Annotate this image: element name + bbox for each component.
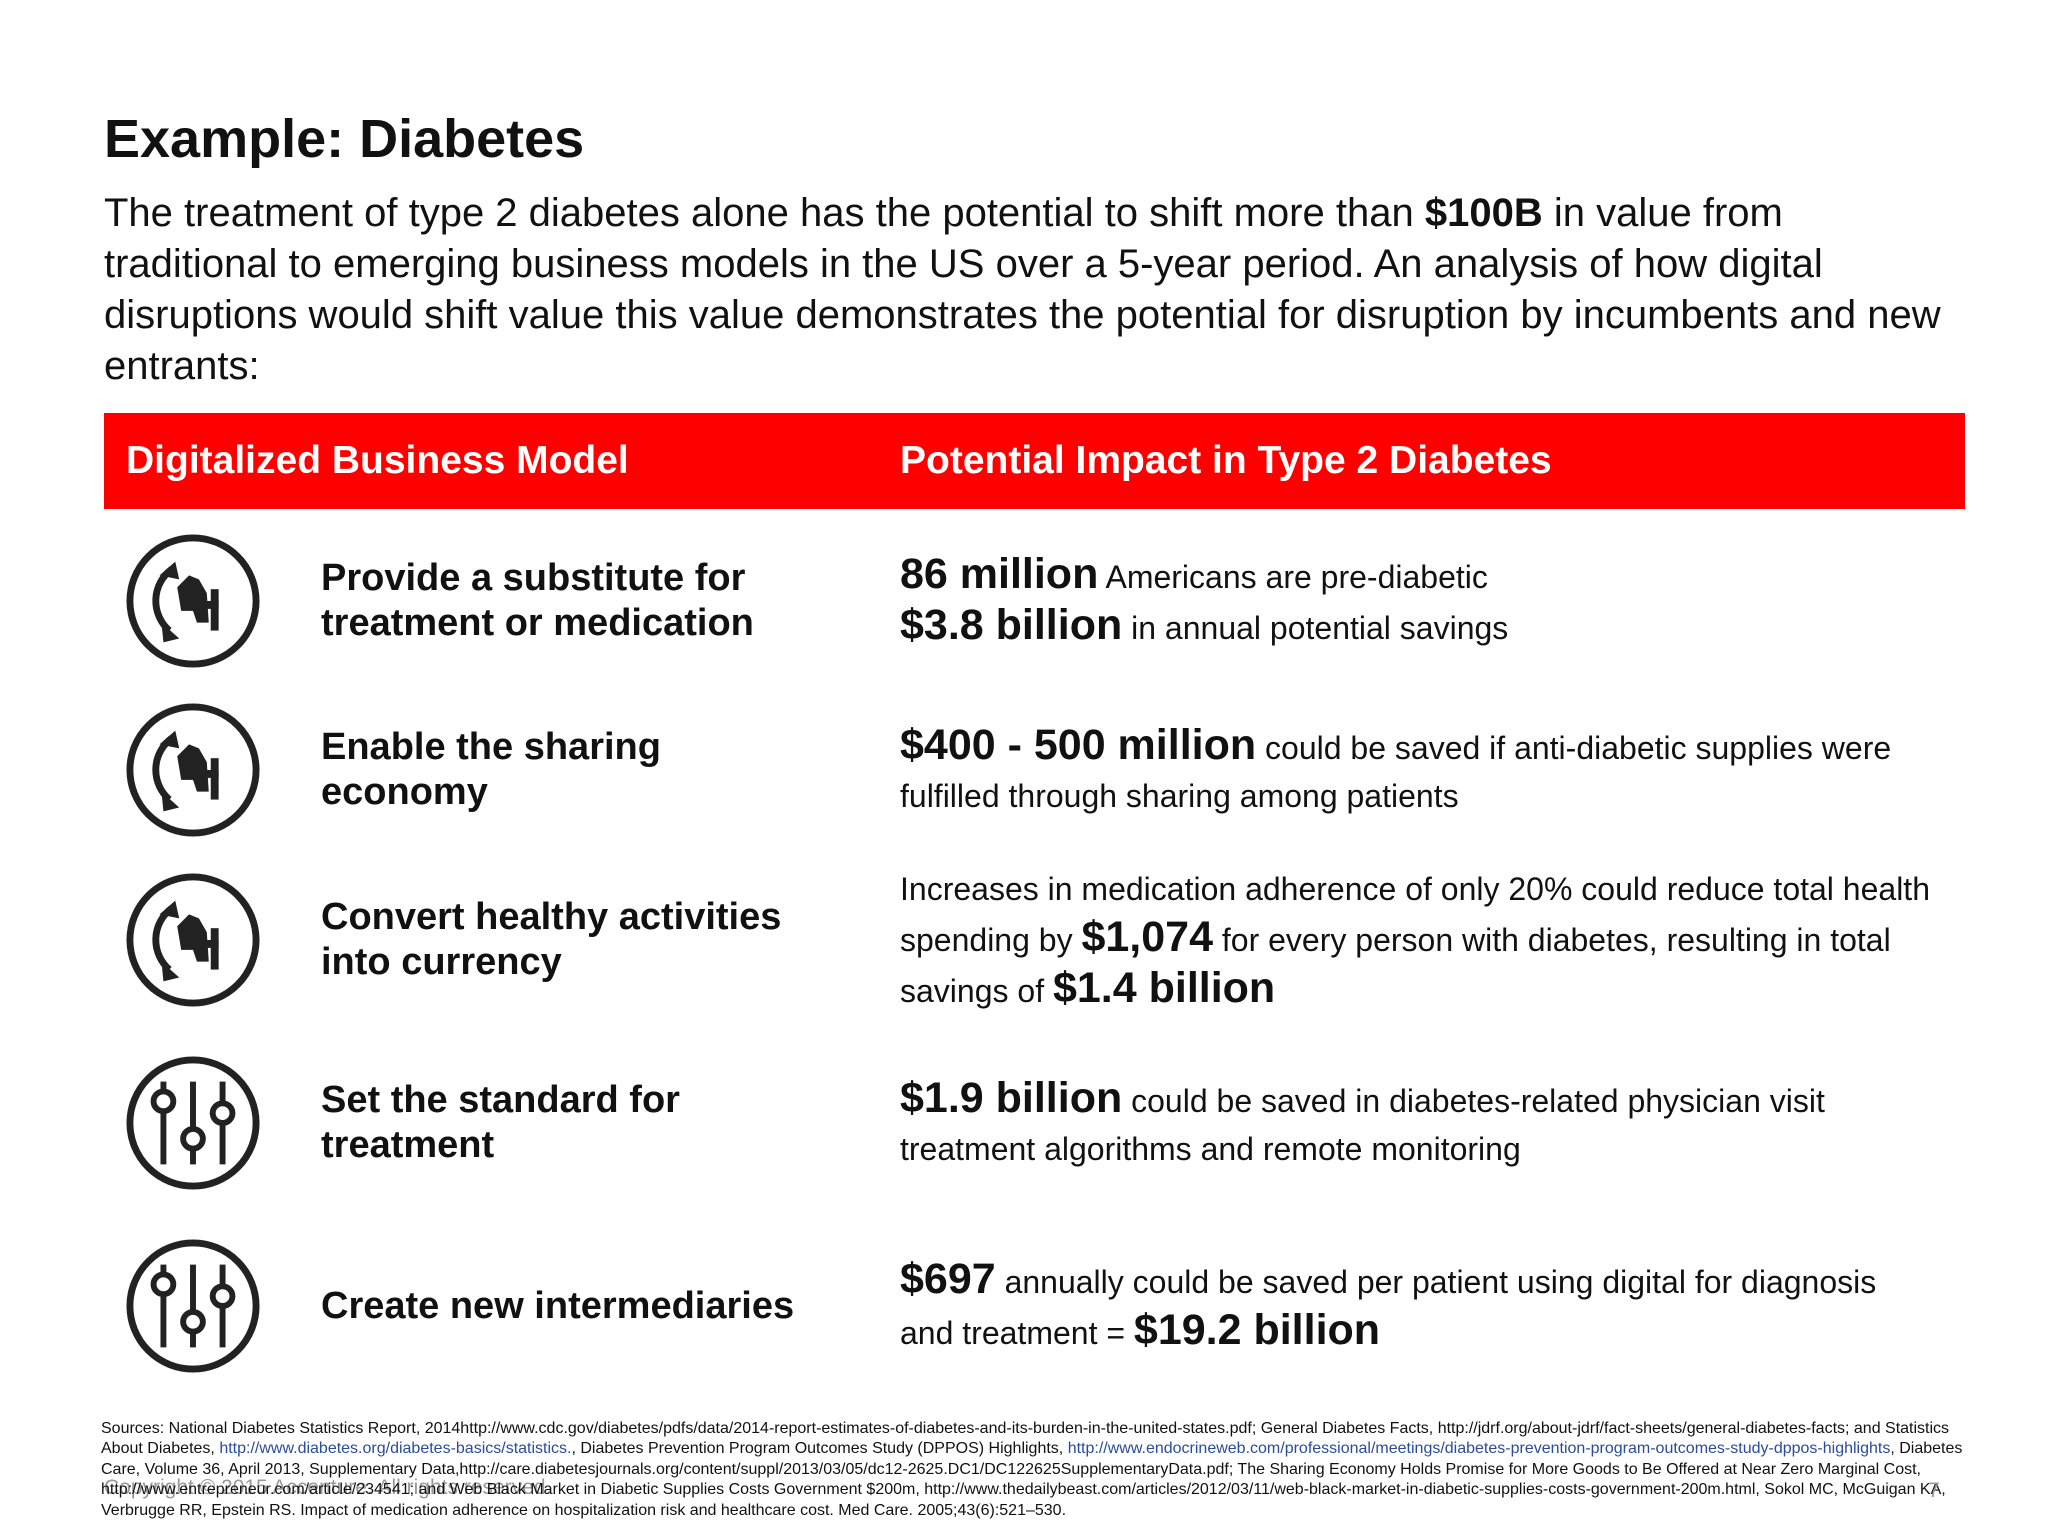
text-segment: $3.8 billion [900,601,1123,649]
model-line: Convert healthy activities [321,896,782,938]
title: Example: Diabetes [104,109,585,169]
model-cell: Enable the sharing economy [321,685,941,855]
source-link[interactable]: http://www.endocrineweb.com/professional… [1067,1440,1891,1458]
table-row: Create new intermediaries $697 annually c… [104,1221,1965,1391]
impact-cell: $697 annually could be saved per patient… [900,1221,1930,1391]
model-line: treatment [321,1124,495,1166]
impact-paragraph: $3.8 billion in annual potential savings [900,601,1930,652]
model-text: Enable the sharing economy [321,725,661,815]
text-segment: could be saved in diabetes-related physi… [900,1082,1825,1167]
source-link[interactable]: http://www.diabetes.org/diabetes-basics/… [219,1440,572,1458]
header-cell: Potential Impact in Type 2 Diabetes [900,439,1552,482]
intro: The treatment of type 2 diabetes alone h… [104,188,1964,392]
model-line: Create new intermediaries [321,1284,795,1327]
impact-paragraph: $697 annually could be saved per patient… [900,1255,1930,1357]
text-segment: $1.9 billion [900,1073,1123,1122]
model-line: Provide a substitute for [321,557,746,599]
model-cell: Create new intermediaries [321,1221,941,1391]
row-icon [124,532,262,670]
model-text: Provide a substitute for treatment or med… [321,556,754,646]
table-header: Digitalized Business Model Potential Imp… [104,413,1965,509]
text-segment: $400 - 500 million [900,720,1257,769]
text-segment: in value from traditional to emerging bu… [104,191,1941,388]
table-row: Provide a substitute for treatment or med… [104,516,1965,686]
text-segment: Increases in medication adherence of onl… [900,871,1930,958]
source-text: , Diabetes Prevention Program Outcomes S… [571,1440,1064,1458]
text-segment: $1.4 billion [1052,964,1276,1012]
text-segment: Americans are pre-diabetic [1105,559,1488,595]
model-line: economy [321,771,488,813]
model-cell: Set the standard for treatment [321,1038,941,1208]
text-segment: $100B [1424,191,1543,235]
model-text: Convert healthy activities into currency [321,895,781,985]
impact-paragraph: 86 million Americans are pre-diabetic [900,550,1930,601]
source-text: , Diabetes Care, Volume 36, April 2013, … [101,1440,1963,1519]
model-line: into currency [321,941,562,983]
row-icon [124,701,262,839]
row-icon [124,1054,262,1192]
model-cell: Convert healthy activities into currency [321,855,941,1025]
impact-cell: $1.9 billion could be saved in diabetes-… [900,1038,1930,1208]
header-cell: Digitalized Business Model [126,439,629,482]
text-segment: 86 million [900,550,1099,598]
sources: Sources: National Diabetes Statistics Re… [101,1419,1981,1521]
impact-cell: Increases in medication adherence of onl… [900,855,1930,1025]
copyright: Copyright © 2015 Accenture. All rights r… [104,1476,552,1499]
impact-cell: 86 million Americans are pre-diabetic $3.… [900,516,1930,686]
impact-paragraph: $1.9 billion could be saved in diabetes-… [900,1074,1930,1173]
table-row: Convert healthy activities into currency I… [104,855,1965,1025]
text-segment: $1,074 [1081,913,1213,961]
text-segment: in annual potential savings [1131,610,1509,646]
text-segment: $697 [900,1255,996,1303]
text-segment: $19.2 billion [1133,1306,1381,1354]
table-row: Enable the sharing economy $400 - 500 mill… [104,685,1965,855]
row-icon [124,1237,262,1375]
text-segment: The treatment of type 2 diabetes alone h… [104,191,1414,235]
table-row: Set the standard for treatment $1.9 billio… [104,1038,1965,1208]
page-number: 7 [1928,1479,1940,1502]
text-segment: could be saved if anti-diabetic supplies… [900,729,1892,814]
model-line: Set the standard for [321,1079,680,1121]
model-line: treatment or medication [321,602,754,644]
model-text: Create new intermediaries [321,1284,794,1329]
model-line: Enable the sharing [321,726,661,768]
model-text: Set the standard for treatment [321,1078,680,1168]
impact-paragraph: $400 - 500 million could be saved if ant… [900,721,1930,820]
text-segment: for every person with diabetes, resultin… [900,922,1891,1009]
impact-paragraph: Increases in medication adherence of onl… [900,865,1930,1015]
text-segment: annually could be saved per patient usin… [900,1264,1877,1351]
model-cell: Provide a substitute for treatment or med… [321,516,941,686]
row-icon [124,871,262,1009]
source-text: Sources: National Diabetes Statistics Re… [101,1420,1950,1458]
impact-cell: $400 - 500 million could be saved if ant… [900,685,1930,855]
